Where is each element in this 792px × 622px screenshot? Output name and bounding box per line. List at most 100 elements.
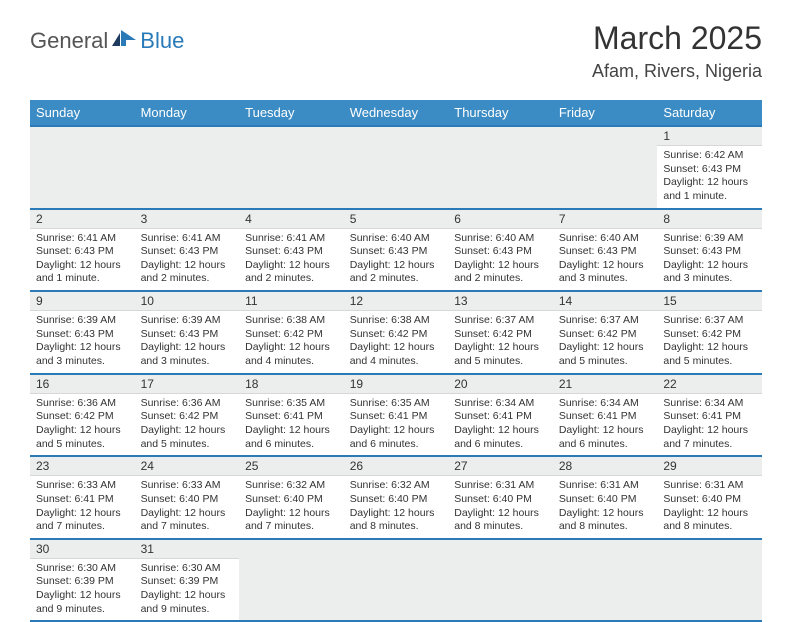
calendar-cell: 21Sunrise: 6:34 AMSunset: 6:41 PMDayligh… — [553, 374, 658, 457]
day-number: 29 — [657, 457, 762, 476]
day-number: 21 — [553, 375, 658, 394]
calendar-cell: 4 Sunrise: 6:41 AMSunset: 6:43 PMDaylight… — [239, 209, 344, 292]
daylight-text: Daylight: 12 hours and 6 minutes. — [245, 424, 338, 451]
sunrise-text: Sunrise: 6:42 AM — [663, 149, 756, 163]
sunset-text: Sunset: 6:43 PM — [454, 245, 547, 259]
calendar-cell: 23Sunrise: 6:33 AMSunset: 6:41 PMDayligh… — [30, 456, 135, 539]
day-details: Sunrise: 6:38 AMSunset: 6:42 PMDaylight:… — [239, 311, 344, 373]
calendar-cell — [448, 126, 553, 209]
daylight-text: Daylight: 12 hours and 2 minutes. — [350, 259, 443, 286]
sunrise-text: Sunrise: 6:34 AM — [663, 397, 756, 411]
calendar-cell: 16Sunrise: 6:36 AMSunset: 6:42 PMDayligh… — [30, 374, 135, 457]
daylight-text: Daylight: 12 hours and 7 minutes. — [245, 507, 338, 534]
day-details: Sunrise: 6:39 AMSunset: 6:43 PMDaylight:… — [657, 229, 762, 291]
flag-icon — [112, 30, 138, 53]
day-number: 9 — [30, 292, 135, 311]
weekday-header: Wednesday — [344, 100, 449, 126]
day-details: Sunrise: 6:33 AMSunset: 6:41 PMDaylight:… — [30, 476, 135, 538]
daylight-text: Daylight: 12 hours and 2 minutes. — [245, 259, 338, 286]
sunset-text: Sunset: 6:40 PM — [141, 493, 234, 507]
daylight-text: Daylight: 12 hours and 8 minutes. — [559, 507, 652, 534]
sunrise-text: Sunrise: 6:38 AM — [245, 314, 338, 328]
sunset-text: Sunset: 6:43 PM — [141, 328, 234, 342]
calendar-cell: 6Sunrise: 6:40 AMSunset: 6:43 PMDaylight… — [448, 209, 553, 292]
sunrise-text: Sunrise: 6:38 AM — [350, 314, 443, 328]
day-details: Sunrise: 6:41 AMSunset: 6:43 PMDaylight:… — [135, 229, 240, 291]
sunrise-text: Sunrise: 6:41 AM — [36, 232, 129, 246]
sunrise-text: Sunrise: 6:33 AM — [141, 479, 234, 493]
daylight-text: Daylight: 12 hours and 3 minutes. — [36, 341, 129, 368]
title-block: March 2025 Afam, Rivers, Nigeria — [592, 20, 762, 82]
sunset-text: Sunset: 6:40 PM — [350, 493, 443, 507]
day-number: 14 — [553, 292, 658, 311]
day-number: 28 — [553, 457, 658, 476]
weekday-header: Tuesday — [239, 100, 344, 126]
sunrise-text: Sunrise: 6:37 AM — [454, 314, 547, 328]
sunrise-text: Sunrise: 6:40 AM — [454, 232, 547, 246]
weekday-header-row: SundayMondayTuesdayWednesdayThursdayFrid… — [30, 100, 762, 126]
day-number: 4 — [239, 210, 344, 229]
day-details: Sunrise: 6:37 AMSunset: 6:42 PMDaylight:… — [553, 311, 658, 373]
calendar-row: 16Sunrise: 6:36 AMSunset: 6:42 PMDayligh… — [30, 374, 762, 457]
calendar-cell: 14Sunrise: 6:37 AMSunset: 6:42 PMDayligh… — [553, 291, 658, 374]
sunrise-text: Sunrise: 6:40 AM — [559, 232, 652, 246]
logo: General Blue — [30, 28, 184, 54]
page-header: General Blue March 2025 Afam, Rivers, Ni… — [0, 0, 792, 92]
sunset-text: Sunset: 6:39 PM — [141, 575, 234, 589]
day-number: 26 — [344, 457, 449, 476]
calendar-body: 1Sunrise: 6:42 AMSunset: 6:43 PMDaylight… — [30, 126, 762, 621]
daylight-text: Daylight: 12 hours and 4 minutes. — [350, 341, 443, 368]
day-number: 18 — [239, 375, 344, 394]
day-details: Sunrise: 6:30 AMSunset: 6:39 PMDaylight:… — [135, 559, 240, 621]
day-details: Sunrise: 6:38 AMSunset: 6:42 PMDaylight:… — [344, 311, 449, 373]
weekday-header: Monday — [135, 100, 240, 126]
sunset-text: Sunset: 6:42 PM — [350, 328, 443, 342]
weekday-header: Saturday — [657, 100, 762, 126]
daylight-text: Daylight: 12 hours and 1 minute. — [663, 176, 756, 203]
sunset-text: Sunset: 6:43 PM — [663, 245, 756, 259]
logo-text-blue: Blue — [140, 28, 184, 54]
day-number: 5 — [344, 210, 449, 229]
day-details: Sunrise: 6:33 AMSunset: 6:40 PMDaylight:… — [135, 476, 240, 538]
sunset-text: Sunset: 6:42 PM — [245, 328, 338, 342]
sunrise-text: Sunrise: 6:36 AM — [36, 397, 129, 411]
sunset-text: Sunset: 6:40 PM — [454, 493, 547, 507]
calendar-cell: 29Sunrise: 6:31 AMSunset: 6:40 PMDayligh… — [657, 456, 762, 539]
day-number: 17 — [135, 375, 240, 394]
sunset-text: Sunset: 6:40 PM — [663, 493, 756, 507]
sunrise-text: Sunrise: 6:41 AM — [245, 232, 338, 246]
day-number: 12 — [344, 292, 449, 311]
sunrise-text: Sunrise: 6:34 AM — [454, 397, 547, 411]
day-number: 23 — [30, 457, 135, 476]
sunset-text: Sunset: 6:40 PM — [559, 493, 652, 507]
weekday-header: Friday — [553, 100, 658, 126]
day-details: Sunrise: 6:32 AMSunset: 6:40 PMDaylight:… — [239, 476, 344, 538]
sunrise-text: Sunrise: 6:32 AM — [245, 479, 338, 493]
day-details: Sunrise: 6:36 AMSunset: 6:42 PMDaylight:… — [135, 394, 240, 456]
sunset-text: Sunset: 6:43 PM — [245, 245, 338, 259]
day-details: Sunrise: 6:35 AMSunset: 6:41 PMDaylight:… — [344, 394, 449, 456]
sunset-text: Sunset: 6:43 PM — [141, 245, 234, 259]
sunset-text: Sunset: 6:42 PM — [559, 328, 652, 342]
day-number: 6 — [448, 210, 553, 229]
day-number: 11 — [239, 292, 344, 311]
day-details: Sunrise: 6:34 AMSunset: 6:41 PMDaylight:… — [657, 394, 762, 456]
calendar-cell — [239, 126, 344, 209]
sunset-text: Sunset: 6:43 PM — [36, 245, 129, 259]
weekday-header: Sunday — [30, 100, 135, 126]
sunset-text: Sunset: 6:43 PM — [559, 245, 652, 259]
daylight-text: Daylight: 12 hours and 5 minutes. — [559, 341, 652, 368]
daylight-text: Daylight: 12 hours and 9 minutes. — [36, 589, 129, 616]
daylight-text: Daylight: 12 hours and 5 minutes. — [454, 341, 547, 368]
day-number: 31 — [135, 540, 240, 559]
sunrise-text: Sunrise: 6:39 AM — [36, 314, 129, 328]
calendar-cell: 26Sunrise: 6:32 AMSunset: 6:40 PMDayligh… — [344, 456, 449, 539]
day-number: 22 — [657, 375, 762, 394]
calendar-cell: 12Sunrise: 6:38 AMSunset: 6:42 PMDayligh… — [344, 291, 449, 374]
sunrise-text: Sunrise: 6:40 AM — [350, 232, 443, 246]
day-details: Sunrise: 6:41 AMSunset: 6:43 PMDaylight:… — [30, 229, 135, 291]
day-details: Sunrise: 6:40 AMSunset: 6:43 PMDaylight:… — [448, 229, 553, 291]
calendar-cell: 9Sunrise: 6:39 AMSunset: 6:43 PMDaylight… — [30, 291, 135, 374]
daylight-text: Daylight: 12 hours and 8 minutes. — [350, 507, 443, 534]
sunset-text: Sunset: 6:41 PM — [663, 410, 756, 424]
